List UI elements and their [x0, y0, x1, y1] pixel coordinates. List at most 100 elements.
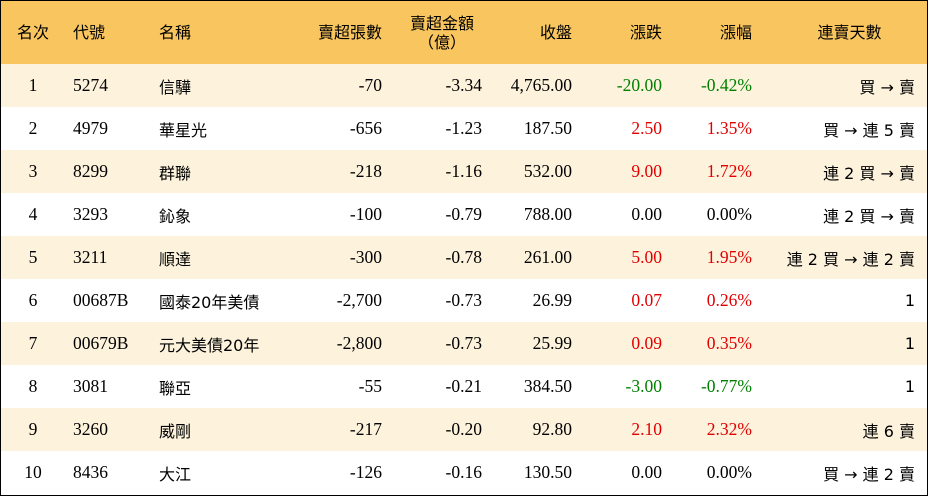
name-cell: 順達 — [159, 249, 192, 269]
header-sell-amount: 賣超金額 （億） — [382, 14, 482, 52]
code-cell: 00679B — [73, 333, 129, 353]
code-cell: 3081 — [73, 376, 108, 396]
header-sell-amount-unit: （億） — [417, 32, 466, 52]
rank-cell: 10 — [24, 462, 42, 482]
change-cell: -20.00 — [616, 75, 662, 95]
close-price-cell: 4,765.00 — [510, 75, 572, 95]
table-row: 2 4979 華星光 -656 -1.23 187.50 2.50 1.35% 買 → 連 5 … — [1, 107, 927, 150]
rank-cell: 9 — [28, 419, 38, 439]
close-price-cell: 261.00 — [523, 247, 572, 267]
sell-days-cell: 買 → 連 2 賣 — [823, 464, 915, 484]
rank-cell: 2 — [28, 118, 38, 138]
sell-amount-cell: -0.73 — [445, 290, 482, 310]
header-sell-shares: 賣超張數 — [317, 23, 382, 42]
sell-shares-cell: -300 — [349, 247, 382, 267]
change-cell: -3.00 — [625, 376, 662, 396]
close-price-cell: 532.00 — [523, 161, 572, 181]
change-pct-cell: 0.35% — [706, 333, 752, 353]
rank-cell: 7 — [28, 333, 38, 353]
sell-amount-cell: -1.16 — [445, 161, 482, 181]
rank-cell: 3 — [28, 161, 38, 181]
close-price-cell: 92.80 — [532, 419, 572, 439]
change-pct-cell: 1.95% — [706, 247, 752, 267]
header-name: 名稱 — [159, 23, 192, 42]
change-pct-cell: -0.77% — [700, 376, 752, 396]
sell-days-cell: 連 2 買 → 賣 — [823, 163, 915, 183]
code-cell: 3211 — [73, 247, 108, 267]
rank-cell: 4 — [28, 204, 38, 224]
code-cell: 5274 — [73, 75, 108, 95]
name-cell: 華星光 — [159, 120, 208, 140]
table-row: 1 5274 信驊 -70 -3.34 4,765.00 -20.00 -0.42% 買 → 賣 — [1, 64, 927, 107]
sell-amount-cell: -1.23 — [445, 118, 482, 138]
table-row: 3 8299 群聯 -218 -1.16 532.00 9.00 1.72% 連 2 買 → 賣 — [1, 150, 927, 193]
name-cell: 群聯 — [159, 163, 192, 183]
code-cell: 3293 — [73, 204, 108, 224]
sell-days-cell: 連 2 買 → 連 2 賣 — [786, 249, 915, 269]
code-cell: 3260 — [73, 419, 108, 439]
header-sell-days: 連賣天數 — [817, 23, 882, 42]
sell-amount-cell: -0.20 — [445, 419, 482, 439]
change-cell: 0.09 — [631, 333, 662, 353]
sell-shares-cell: -217 — [349, 419, 382, 439]
sell-shares-cell: -656 — [349, 118, 382, 138]
change-pct-cell: 0.00% — [706, 462, 752, 482]
change-cell: 0.00 — [631, 462, 662, 482]
close-price-cell: 25.99 — [532, 333, 572, 353]
sell-days-cell: 買 → 連 5 賣 — [823, 120, 915, 140]
sell-days-cell: 買 → 賣 — [859, 77, 915, 97]
rank-cell: 5 — [28, 247, 38, 267]
sell-days-cell: 1 — [904, 291, 915, 310]
change-cell: 2.50 — [631, 118, 662, 138]
sell-shares-cell: -2,700 — [336, 290, 382, 310]
sell-amount-cell: -0.78 — [445, 247, 482, 267]
sell-shares-cell: -70 — [358, 75, 382, 95]
code-cell: 8299 — [73, 161, 108, 181]
header-sell-amount-label: 賣超金額 — [409, 13, 474, 33]
change-cell: 0.00 — [631, 204, 662, 224]
close-price-cell: 187.50 — [523, 118, 572, 138]
sell-amount-cell: -0.73 — [445, 333, 482, 353]
sell-shares-cell: -126 — [349, 462, 382, 482]
change-cell: 5.00 — [631, 247, 662, 267]
name-cell: 聯亞 — [159, 378, 192, 398]
code-cell: 8436 — [73, 462, 108, 482]
change-cell: 0.07 — [631, 290, 662, 310]
table-header-row: 名次 代號 名稱 賣超張數 賣超金額 （億） 收盤 漲跌 漲幅 連賣天數 — [1, 1, 927, 64]
name-cell: 元大美債20年 — [159, 335, 260, 355]
rank-cell: 8 — [28, 376, 38, 396]
header-change-pct: 漲幅 — [719, 23, 752, 42]
rank-cell: 1 — [28, 75, 38, 95]
header-rank: 名次 — [16, 23, 49, 42]
sell-shares-cell: -2,800 — [336, 333, 382, 353]
sell-days-cell: 1 — [904, 334, 915, 353]
header-code: 代號 — [73, 23, 106, 42]
sell-shares-cell: -218 — [349, 161, 382, 181]
table-row: 6 00687B 國泰20年美債 -2,700 -0.73 26.99 0.07 0.26% 1 — [1, 279, 927, 322]
change-pct-cell: 0.00% — [706, 204, 752, 224]
sell-days-cell: 連 6 賣 — [862, 421, 915, 441]
change-cell: 2.10 — [631, 419, 662, 439]
sell-amount-cell: -3.34 — [445, 75, 482, 95]
change-pct-cell: 0.26% — [706, 290, 752, 310]
name-cell: 國泰20年美債 — [159, 292, 260, 312]
change-cell: 9.00 — [631, 161, 662, 181]
table-row: 9 3260 威剛 -217 -0.20 92.80 2.10 2.32% 連 6 賣 — [1, 408, 927, 451]
close-price-cell: 130.50 — [523, 462, 572, 482]
sell-days-cell: 連 2 買 → 賣 — [823, 206, 915, 226]
table-row: 4 3293 鈊象 -100 -0.79 788.00 0.00 0.00% 連 2 買 → 賣 — [1, 193, 927, 236]
close-price-cell: 384.50 — [523, 376, 572, 396]
rank-cell: 6 — [28, 290, 38, 310]
code-cell: 00687B — [73, 290, 129, 310]
sell-amount-cell: -0.16 — [445, 462, 482, 482]
change-pct-cell: -0.42% — [700, 75, 752, 95]
change-pct-cell: 2.32% — [706, 419, 752, 439]
header-change: 漲跌 — [629, 23, 662, 42]
sell-amount-cell: -0.21 — [445, 376, 482, 396]
close-price-cell: 788.00 — [523, 204, 572, 224]
sell-amount-cell: -0.79 — [445, 204, 482, 224]
table-body: 1 5274 信驊 -70 -3.34 4,765.00 -20.00 -0.42% 買 → 賣… — [1, 64, 927, 494]
table-row: 5 3211 順達 -300 -0.78 261.00 5.00 1.95% 連 2 買 → 連… — [1, 236, 927, 279]
name-cell: 鈊象 — [159, 206, 192, 226]
